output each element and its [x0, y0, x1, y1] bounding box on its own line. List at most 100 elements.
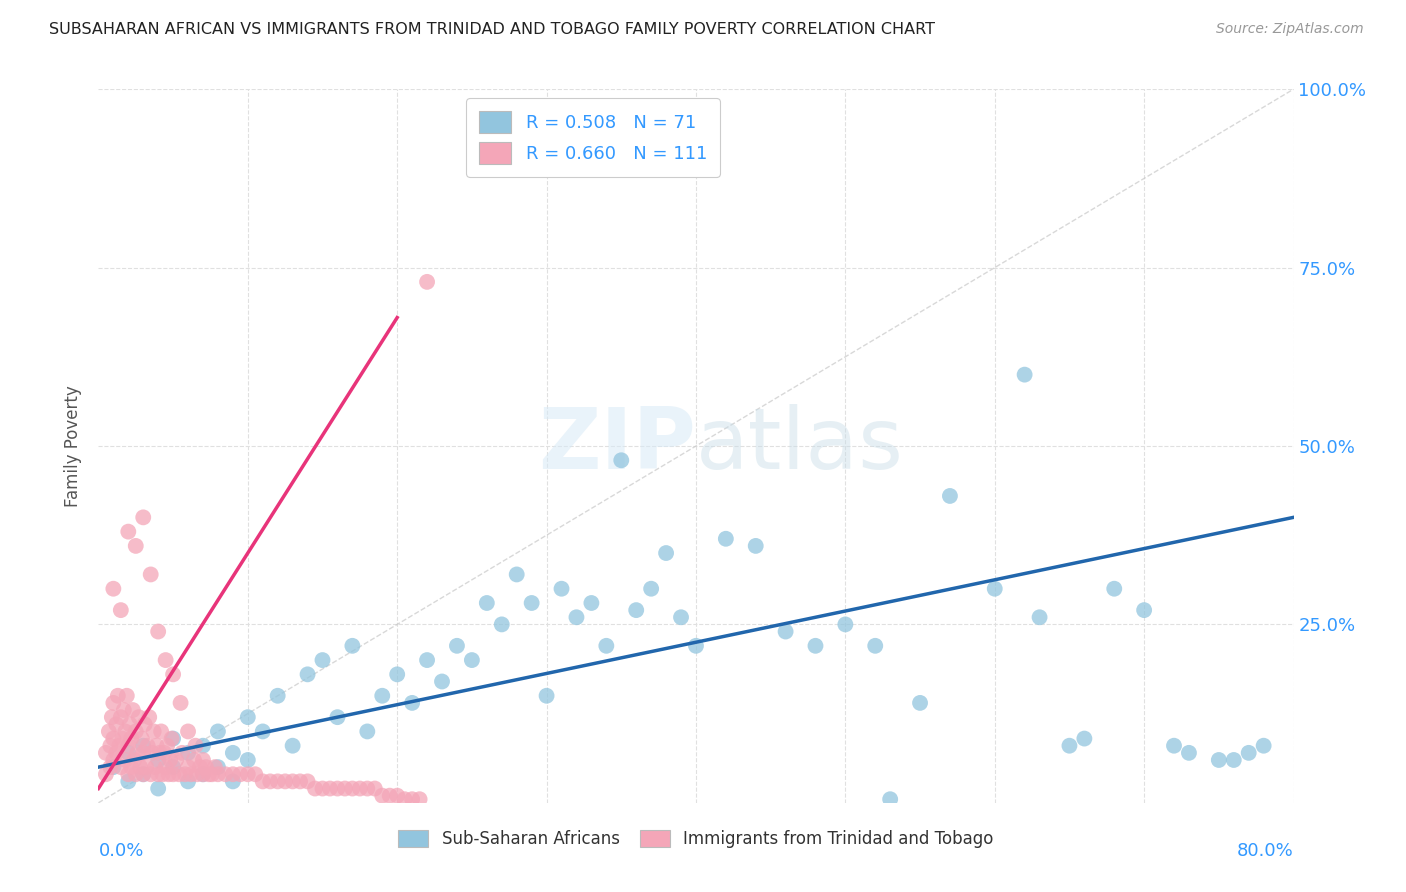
- Point: [939, 489, 962, 503]
- Point: [446, 639, 468, 653]
- Point: [201, 767, 224, 781]
- Point: [401, 696, 423, 710]
- Point: [536, 689, 558, 703]
- Point: [550, 582, 572, 596]
- Point: [162, 760, 184, 774]
- Point: [188, 760, 211, 774]
- Point: [112, 703, 135, 717]
- Point: [655, 546, 678, 560]
- Point: [214, 767, 236, 781]
- Point: [834, 617, 856, 632]
- Point: [117, 774, 139, 789]
- Point: [371, 789, 394, 803]
- Text: 0.0%: 0.0%: [98, 842, 143, 860]
- Point: [103, 753, 125, 767]
- Point: [125, 539, 148, 553]
- Point: [124, 753, 146, 767]
- Point: [222, 767, 245, 781]
- Point: [157, 767, 180, 781]
- Point: [149, 746, 172, 760]
- Point: [349, 781, 371, 796]
- Point: [342, 639, 364, 653]
- Point: [1237, 746, 1260, 760]
- Point: [408, 792, 430, 806]
- Point: [160, 731, 183, 746]
- Point: [204, 760, 226, 774]
- Point: [98, 760, 122, 774]
- Point: [103, 760, 125, 774]
- Point: [1253, 739, 1275, 753]
- Point: [520, 596, 543, 610]
- Point: [155, 653, 177, 667]
- Point: [319, 781, 342, 796]
- Point: [155, 760, 177, 774]
- Point: [97, 724, 120, 739]
- Point: [908, 696, 931, 710]
- Point: [167, 767, 190, 781]
- Point: [581, 596, 603, 610]
- Point: [148, 781, 170, 796]
- Point: [326, 710, 349, 724]
- Point: [879, 792, 901, 806]
- Point: [103, 582, 125, 596]
- Point: [105, 717, 128, 731]
- Point: [150, 724, 173, 739]
- Point: [281, 739, 304, 753]
- Point: [1208, 753, 1230, 767]
- Point: [475, 596, 498, 610]
- Point: [1073, 731, 1095, 746]
- Point: [371, 689, 394, 703]
- Point: [184, 739, 207, 753]
- Point: [108, 739, 131, 753]
- Point: [804, 639, 827, 653]
- Text: ZIP: ZIP: [538, 404, 696, 488]
- Point: [245, 767, 267, 781]
- Point: [101, 710, 124, 724]
- Point: [461, 653, 484, 667]
- Point: [148, 767, 170, 781]
- Point: [107, 689, 129, 703]
- Point: [156, 739, 179, 753]
- Point: [416, 275, 439, 289]
- Point: [125, 724, 148, 739]
- Point: [1014, 368, 1036, 382]
- Point: [136, 739, 159, 753]
- Point: [326, 781, 349, 796]
- Point: [669, 610, 692, 624]
- Point: [135, 760, 157, 774]
- Point: [141, 746, 163, 760]
- Text: SUBSAHARAN AFRICAN VS IMMIGRANTS FROM TRINIDAD AND TOBAGO FAMILY POVERTY CORRELA: SUBSAHARAN AFRICAN VS IMMIGRANTS FROM TR…: [49, 22, 935, 37]
- Point: [117, 767, 139, 781]
- Point: [610, 453, 633, 467]
- Point: [394, 792, 416, 806]
- Point: [333, 781, 356, 796]
- Point: [114, 753, 136, 767]
- Point: [311, 653, 333, 667]
- Point: [103, 696, 125, 710]
- Point: [1223, 753, 1246, 767]
- Point: [640, 582, 662, 596]
- Point: [111, 731, 134, 746]
- Point: [714, 532, 737, 546]
- Point: [191, 753, 214, 767]
- Point: [125, 767, 148, 781]
- Point: [385, 789, 409, 803]
- Point: [131, 731, 153, 746]
- Point: [177, 746, 200, 760]
- Point: [1104, 582, 1126, 596]
- Point: [207, 767, 229, 781]
- Point: [297, 774, 319, 789]
- Y-axis label: Family Poverty: Family Poverty: [65, 385, 83, 507]
- Text: 80.0%: 80.0%: [1237, 842, 1294, 860]
- Point: [128, 710, 150, 724]
- Point: [304, 781, 326, 796]
- Point: [385, 667, 409, 681]
- Point: [1059, 739, 1081, 753]
- Point: [172, 746, 194, 760]
- Legend: Sub-Saharan Africans, Immigrants from Trinidad and Tobago: Sub-Saharan Africans, Immigrants from Tr…: [392, 823, 1000, 855]
- Point: [356, 724, 378, 739]
- Point: [162, 731, 184, 746]
- Point: [288, 774, 311, 789]
- Point: [132, 739, 155, 753]
- Point: [267, 689, 290, 703]
